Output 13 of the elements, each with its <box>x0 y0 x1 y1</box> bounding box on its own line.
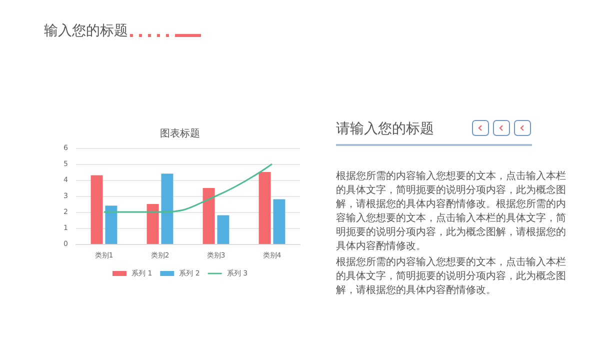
text: 根据您所需的内容输入您想要的文本，点击输入本栏的具体文字，简明扼要的说明分项内容，此为概念图解，请根据您的具体内容酌情修改。 <box>336 256 567 298</box>
bar <box>146 204 159 244</box>
chart-title: 图表标题 <box>160 128 200 140</box>
text: 输入您的标题 <box>44 22 128 40</box>
text: 请输入您的标题 <box>336 120 434 138</box>
bar <box>105 206 118 244</box>
bar <box>90 175 103 244</box>
bar <box>273 199 286 244</box>
bar <box>202 188 215 244</box>
bar <box>217 215 230 244</box>
bar <box>161 174 174 244</box>
text: 根据您所需的内容输入您想要的文本，点击输入本栏的具体文字，简明扼要的说明分项内容，此为概念图解，请根据您的具体内容酌情修改。根据您所需的内容输入您想要的文本，点击输入本栏的具体文字，简明扼要的说明分项内容，此为概念图解，请根据您的具体内容酌情修改。 <box>336 170 567 254</box>
bar <box>258 172 271 244</box>
